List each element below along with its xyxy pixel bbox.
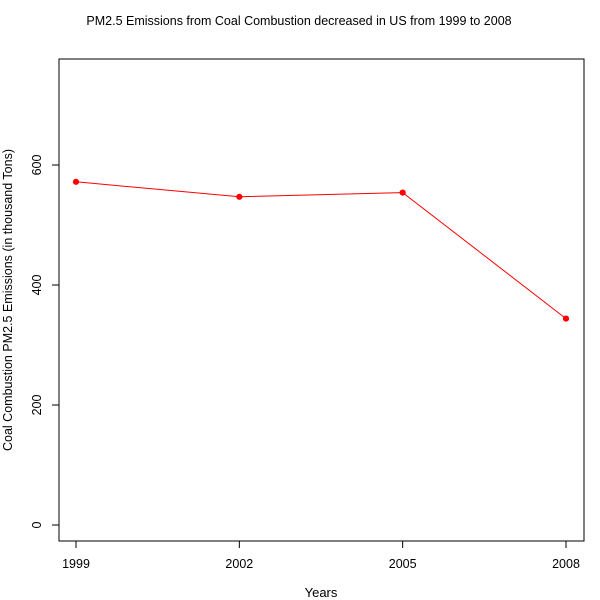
y-ticks: 0 200 400 600 bbox=[30, 155, 59, 528]
plot-frame bbox=[58, 58, 585, 542]
x-tick-label: 2005 bbox=[389, 557, 417, 571]
data-point bbox=[236, 193, 243, 200]
x-axis-label: Years bbox=[305, 585, 338, 600]
series-line bbox=[75, 181, 567, 319]
chart-title: PM2.5 Emissions from Coal Combustion dec… bbox=[86, 14, 511, 28]
data-point bbox=[72, 178, 80, 185]
series-layer bbox=[72, 178, 570, 322]
y-tick-label: 0 bbox=[30, 521, 44, 528]
y-tick-label: 400 bbox=[30, 275, 44, 296]
x-tick-label: 1999 bbox=[62, 557, 90, 571]
x-ticks: 1999 2002 2005 2008 bbox=[62, 541, 580, 571]
y-axis-label: Coal Combustion PM2.5 Emissions (in thou… bbox=[1, 149, 15, 451]
data-point bbox=[562, 315, 570, 322]
data-point bbox=[399, 189, 406, 196]
y-tick-label: 600 bbox=[30, 155, 44, 176]
y-tick-label: 200 bbox=[30, 395, 44, 416]
x-tick-label: 2002 bbox=[225, 557, 253, 571]
x-tick-label: 2008 bbox=[552, 557, 580, 571]
